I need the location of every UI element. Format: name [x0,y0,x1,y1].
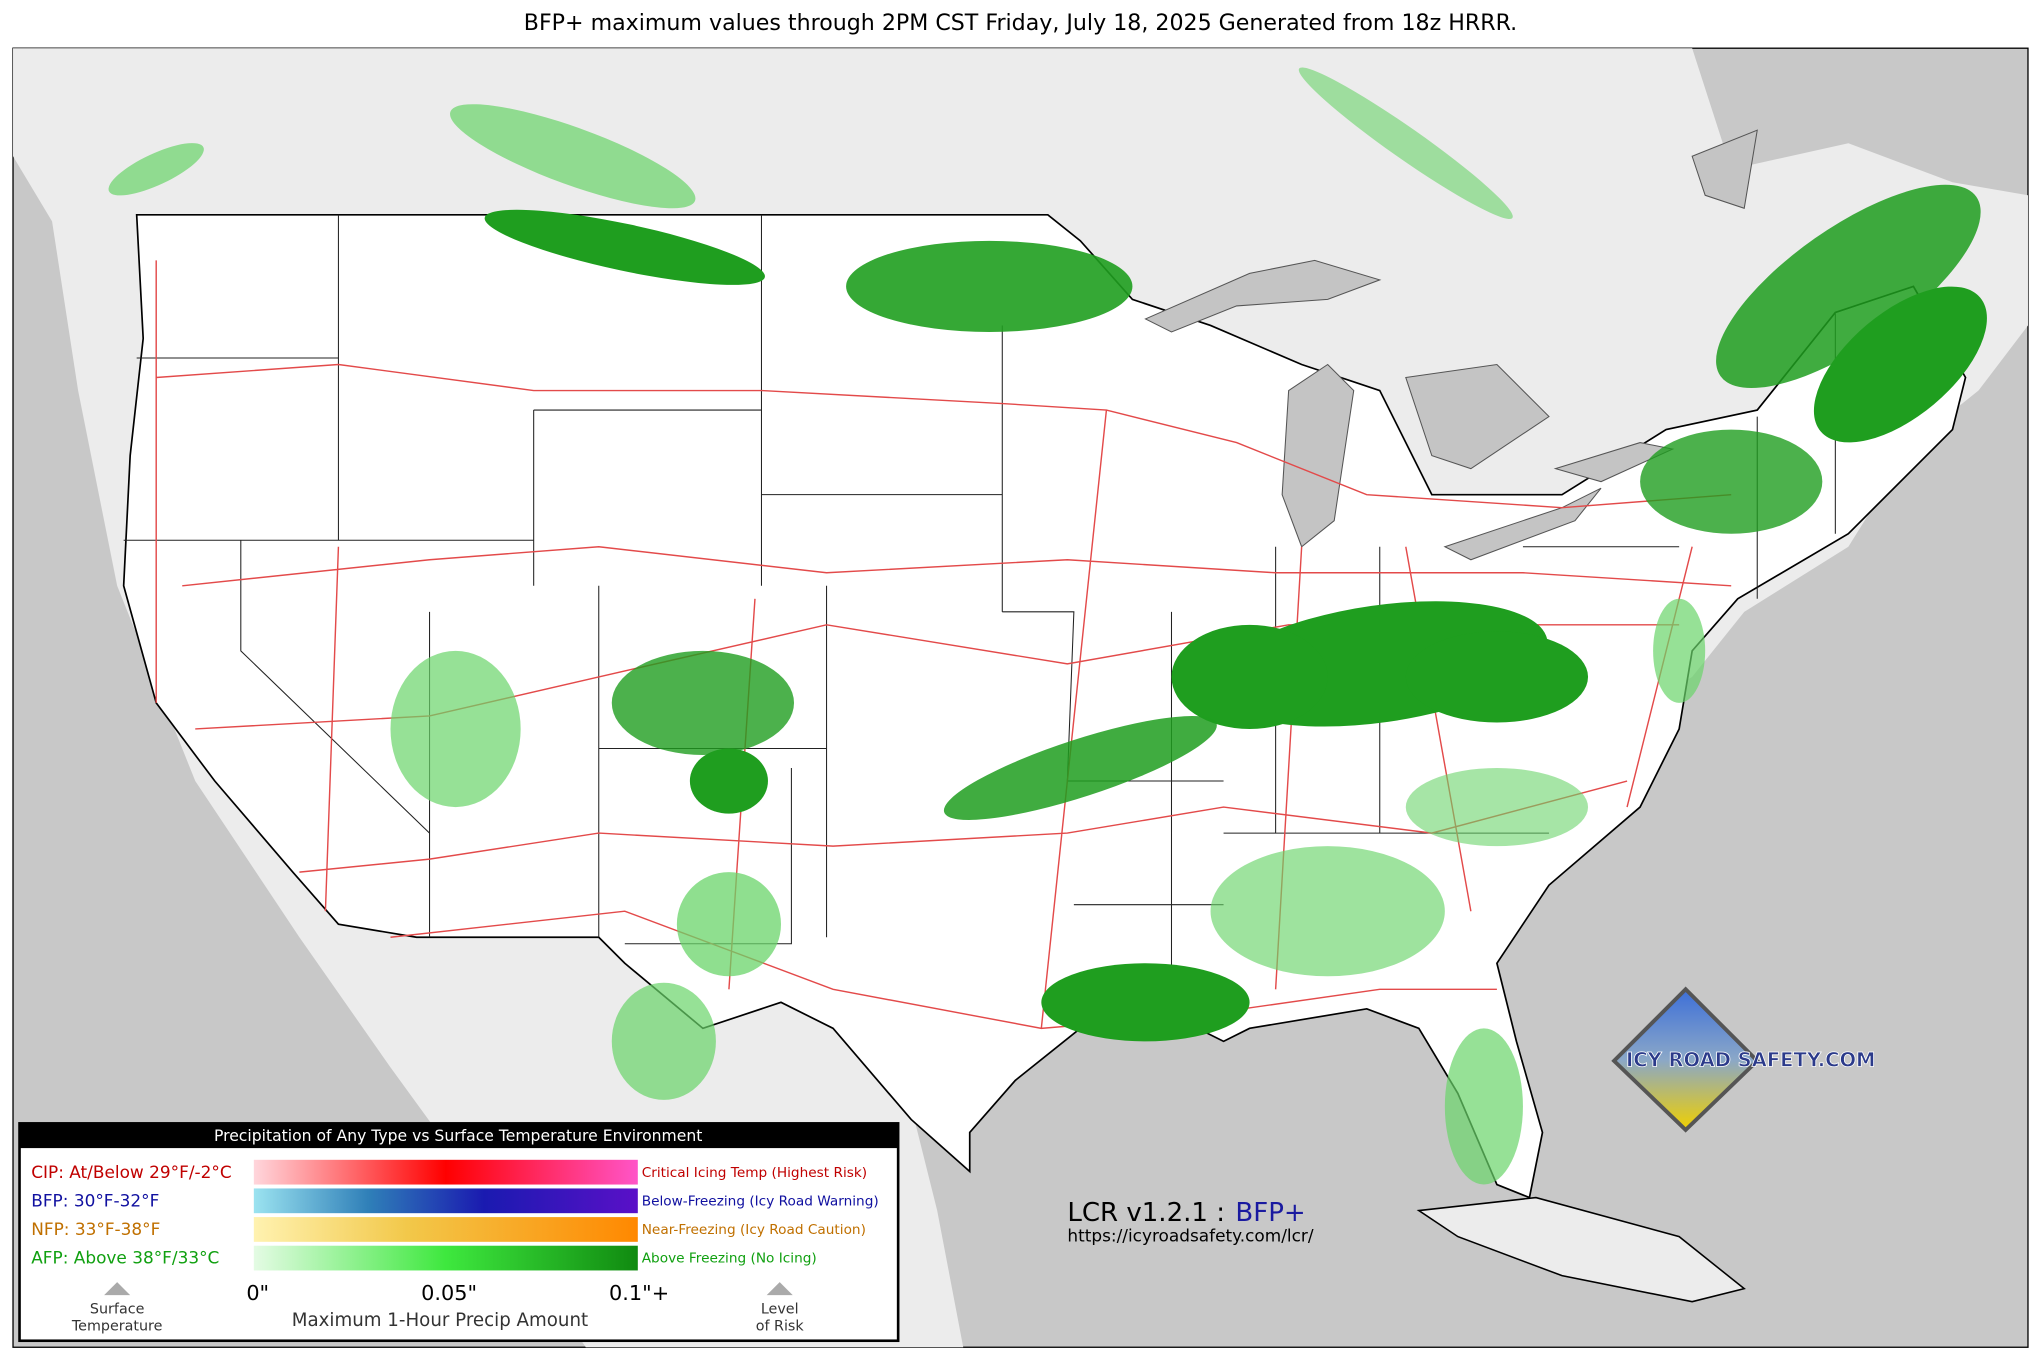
precip-blob [1640,429,1823,534]
precip-blob [1210,846,1445,977]
legend-description: Critical Icing Temp (Highest Risk) [642,1165,867,1181]
legend-title: Precipitation of Any Type vs Surface Tem… [214,1127,702,1145]
legend-description: Near-Freezing (Icy Road Caution) [642,1222,866,1238]
product-name: BFP+ [1235,1198,1305,1228]
legend-label: AFP: Above 38°F/33°C [31,1248,219,1268]
precip-blob [1444,1028,1523,1185]
arrow-icon [104,1282,131,1296]
precip-blob [1813,286,1987,443]
legend-label: NFP: 33°F-38°F [31,1219,160,1239]
precip-blob [689,748,768,814]
logo-diamond [1611,986,1761,1133]
precip-blob [1653,598,1706,703]
great-lakes [1144,129,1758,561]
land-cuba [1416,1196,1746,1303]
precip-blob [1171,624,1328,729]
legend-gradient [253,1159,638,1185]
logo-text: ICY ROAD SAFETY.COM [1626,1048,1875,1071]
legend-gradient [253,1217,638,1242]
legend-gradient [253,1188,638,1214]
precip-blob [1405,631,1589,723]
legend-label: CIP: At/Below 29°F/-2°C [31,1162,231,1182]
version-text: LCR v1.2.1 : [1067,1198,1225,1228]
precip-blob [611,650,795,755]
precip-blob [484,209,765,285]
legend-description: Below-Freezing (Icy Road Warning) [642,1193,879,1209]
precip-areas [108,67,1987,1185]
scale-title: Maximum 1-Hour Precip Amount [292,1310,588,1331]
scale-label: 0.05" [421,1281,477,1305]
map-title: BFP+ maximum values through 2PM CST Frid… [524,10,1517,36]
precip-blob [1041,963,1250,1042]
scale-label: 0" [246,1281,269,1305]
precip-blob [450,104,696,209]
legend-description: Above Freezing (No Icing) [642,1251,817,1267]
precip-blob [1716,184,1981,389]
product-url: https://icyroadsafety.com/lcr/ [1067,1226,1313,1246]
scale-label: 0.1"+ [609,1281,669,1305]
legend-gradient [253,1245,638,1271]
legend-label: BFP: 30°F-32°F [31,1190,159,1210]
precip-blob [943,716,1217,820]
product-version: LCR v1.2.1 : BFP+ [1067,1198,1305,1228]
arrow-label: Temperature [71,1318,163,1334]
arrow-label: Surface [90,1302,145,1318]
precip-blob [611,982,716,1100]
legend-header [19,1123,899,1149]
logo: ICY ROAD SAFETY.COM [1611,986,1876,1133]
legend: Precipitation of Any Type vs Surface Tem… [18,1122,900,1343]
arrow-label: Level [761,1302,799,1318]
precip-blob [676,872,781,977]
arrow-label: of Risk [756,1318,805,1334]
precip-blob [390,650,521,808]
precip-blob [1405,768,1589,847]
precip-blob [1298,67,1513,219]
precip-blob [108,143,204,196]
arrow-icon [766,1282,793,1296]
precip-blob [846,240,1133,332]
